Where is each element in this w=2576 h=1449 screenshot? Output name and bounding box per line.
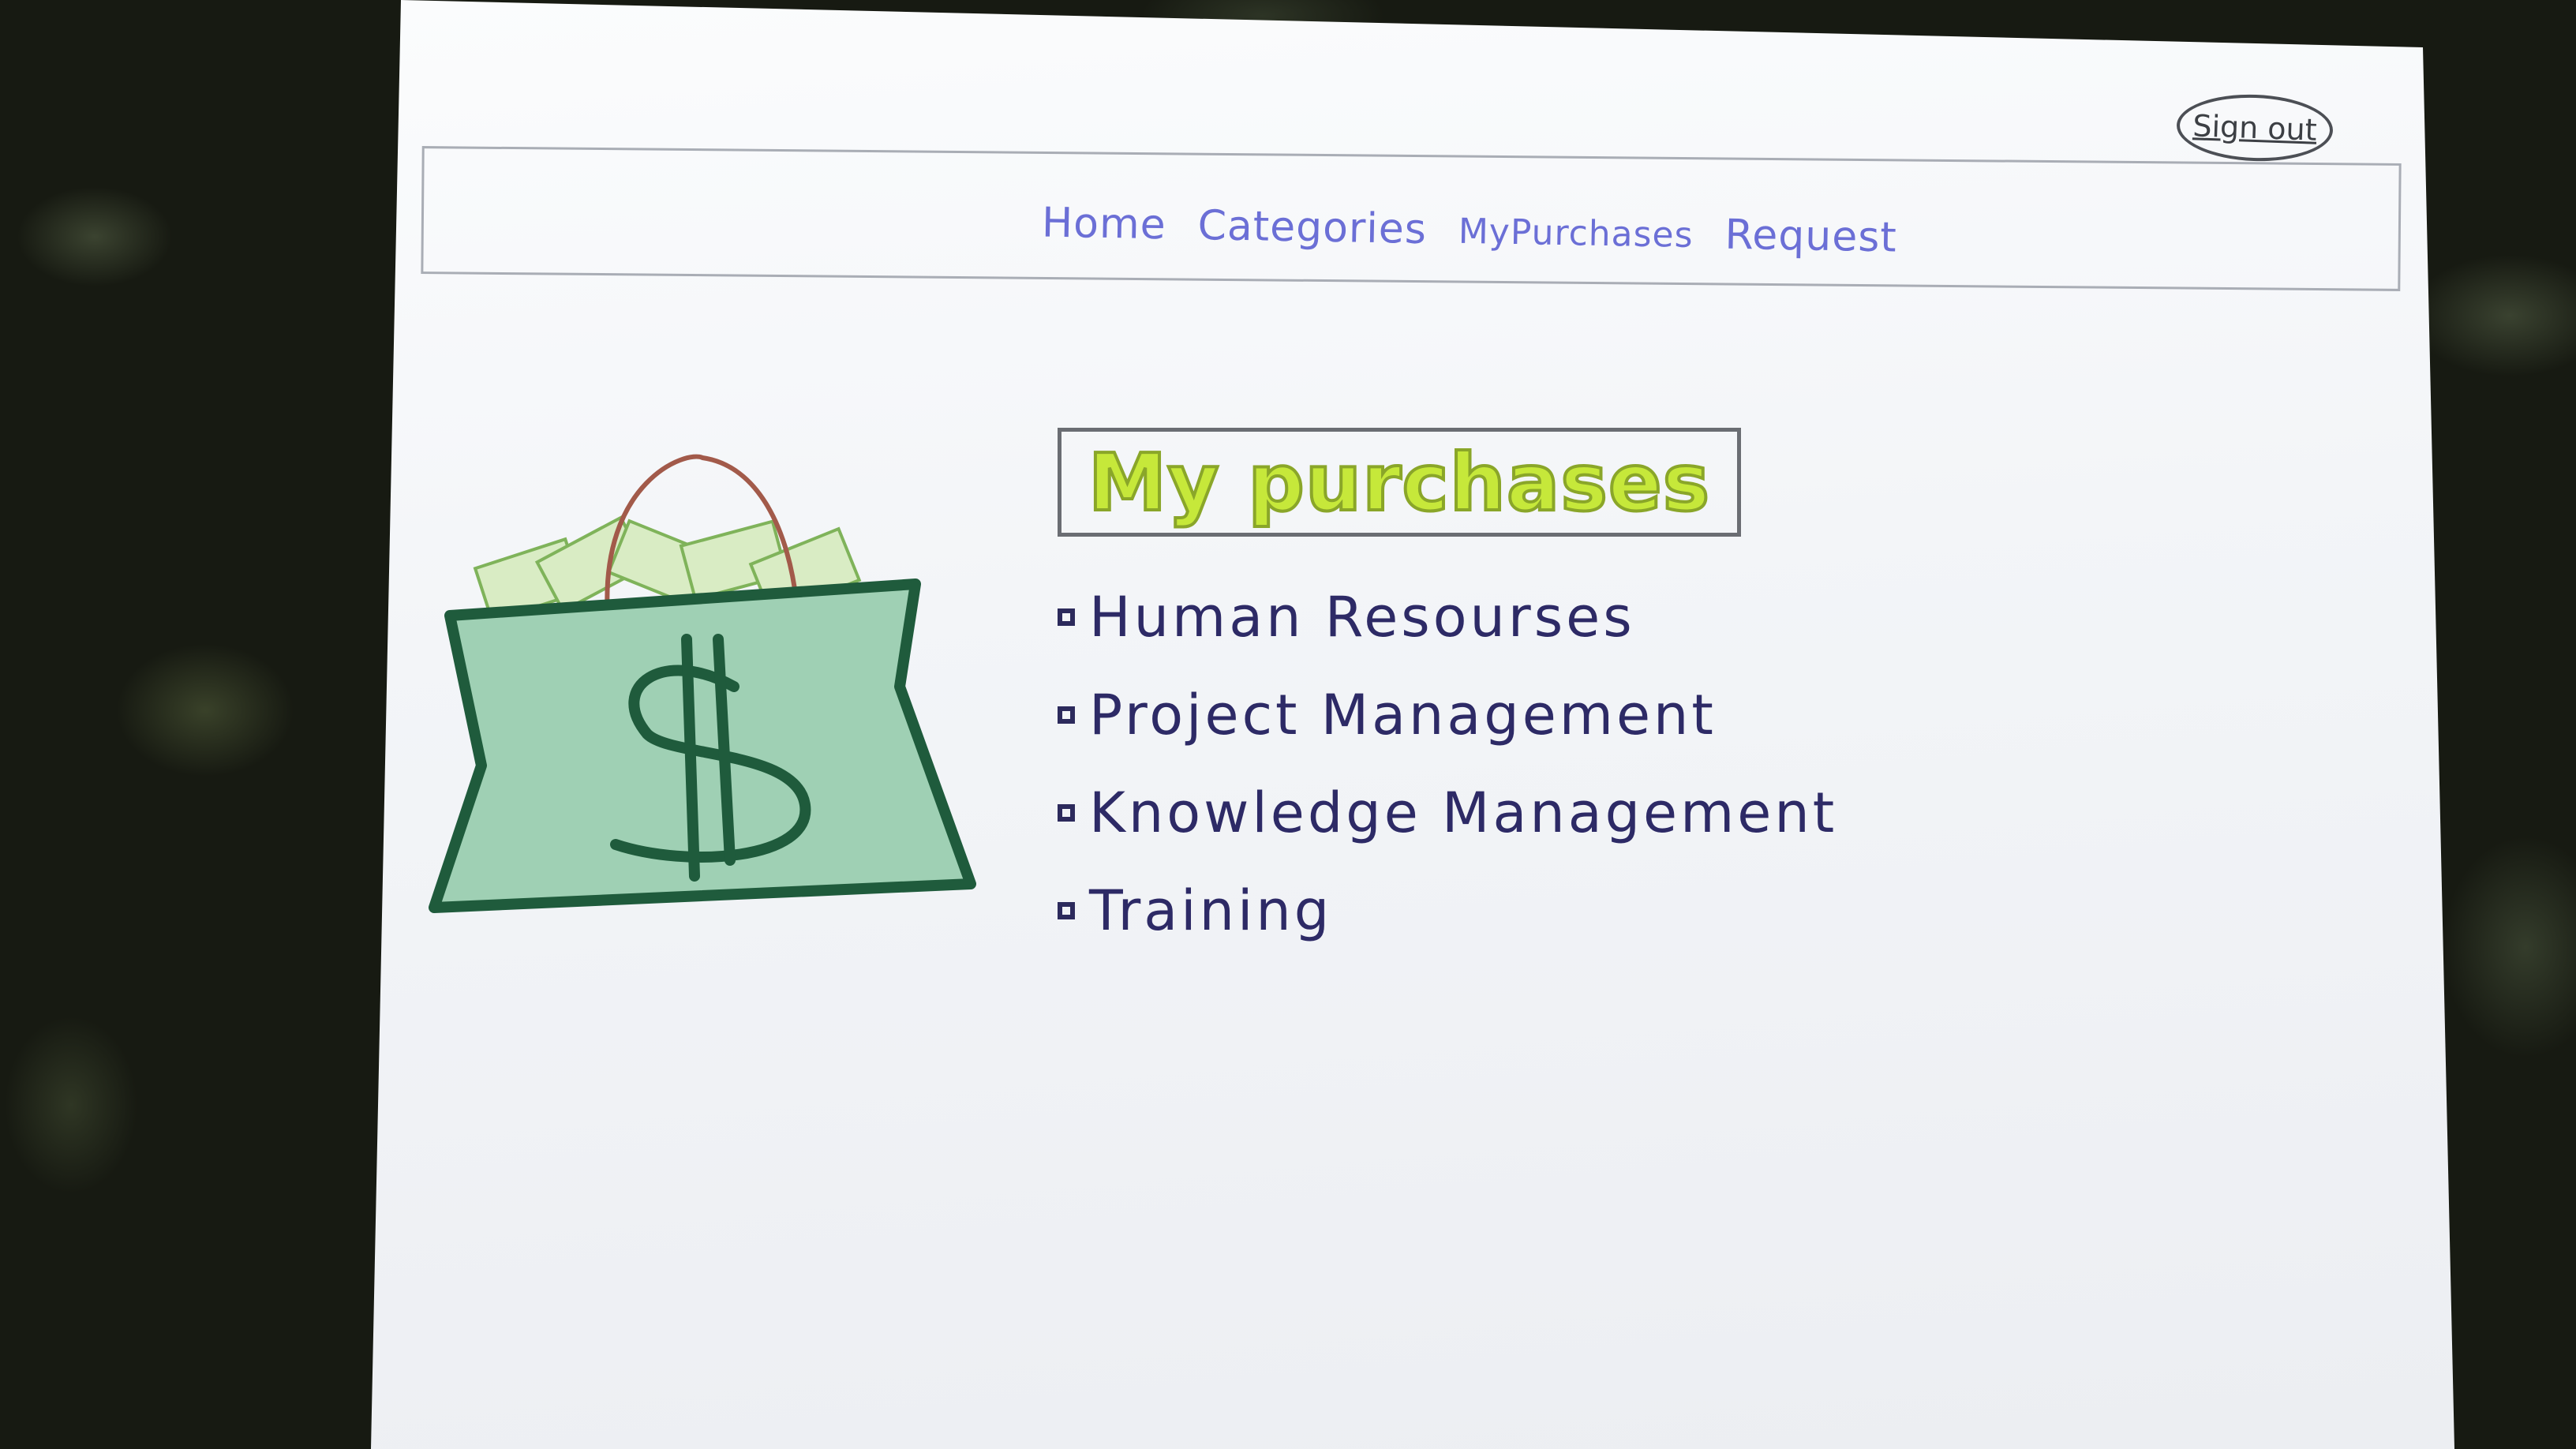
- checkbox-icon: [1058, 608, 1075, 626]
- list-item[interactable]: Human Resourses: [1058, 568, 1837, 666]
- checkbox-icon: [1058, 706, 1075, 724]
- checkbox-icon: [1058, 804, 1075, 822]
- list-item[interactable]: Project Management: [1058, 666, 1837, 764]
- dollar-sign-icon: [610, 634, 811, 882]
- list-item-label: Training: [1089, 878, 1333, 943]
- nav-link-my-purchases[interactable]: MyPurchases: [1458, 211, 1694, 256]
- purchases-list: Human Resourses Project Management Knowl…: [1058, 568, 1837, 960]
- nav-link-request[interactable]: Request: [1724, 211, 1898, 262]
- bag-handle: [605, 454, 799, 616]
- checkbox-icon: [1058, 902, 1075, 919]
- list-item[interactable]: Training: [1058, 862, 1837, 960]
- list-item[interactable]: Knowledge Management: [1058, 764, 1837, 862]
- money-bag-icon: [429, 454, 976, 913]
- bag-body: [429, 578, 976, 913]
- sign-out-label: Sign out: [2192, 108, 2318, 148]
- nav-link-categories[interactable]: Categories: [1197, 201, 1428, 254]
- page-title-box: My purchases: [1058, 428, 1741, 537]
- list-item-label: Knowledge Management: [1089, 781, 1838, 845]
- nav-link-home[interactable]: Home: [1041, 199, 1167, 249]
- list-item-label: Human Resourses: [1089, 585, 1635, 650]
- list-item-label: Project Management: [1089, 683, 1717, 747]
- page-title: My purchases: [1087, 435, 1711, 530]
